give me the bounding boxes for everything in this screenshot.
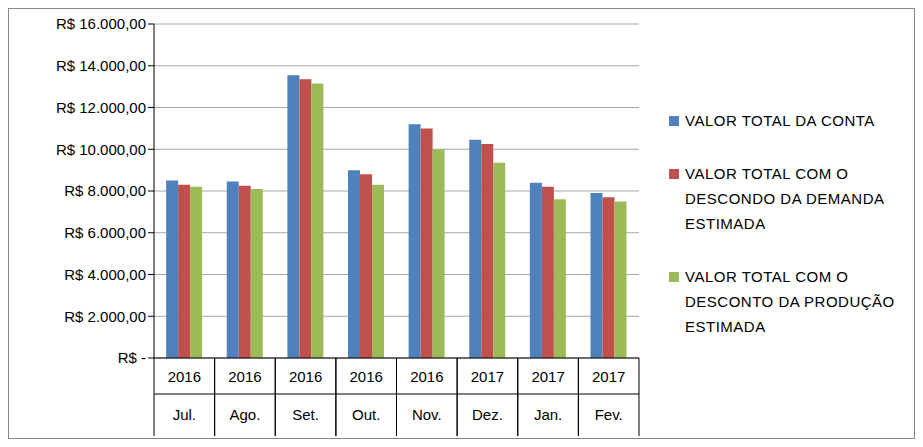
svg-text:R$ 2.000,00: R$ 2.000,00 [64,308,146,325]
html-text:VALOR TOTAL COM O DESCONDO DA: VALOR TOTAL COM O DESCONDO DA DEMANDA ES… [685,165,884,232]
svg-text:R$ 12.000,00: R$ 12.000,00 [56,99,146,116]
svg-text:R$ 8.000,00: R$ 8.000,00 [64,182,146,199]
svg-text:2016: 2016 [350,368,383,385]
svg-text:R$ 4.000,00: R$ 4.000,00 [64,266,146,283]
svg-text:Fev.: Fev. [595,406,623,423]
html-text:VALOR TOTAL DA CONTA: VALOR TOTAL DA CONTA [685,112,875,129]
svg-text:2017: 2017 [592,368,625,385]
svg-text:R$ 16.000,00: R$ 16.000,00 [56,15,146,32]
html-text:VALOR TOTAL COM O DESCONTO DA: VALOR TOTAL COM O DESCONTO DA PRODUÇÃO E… [685,268,895,335]
svg-text:Jul.: Jul. [173,406,196,423]
svg-text:2016: 2016 [410,368,443,385]
svg-text:Dez.: Dez. [472,406,503,423]
svg-text:2017: 2017 [471,368,504,385]
svg-text:Jan.: Jan. [534,406,562,423]
svg-text:Nov.: Nov. [412,406,442,423]
svg-text:Out.: Out. [352,406,380,423]
svg-text:R$ 14.000,00: R$ 14.000,00 [56,57,146,74]
svg-text:2016: 2016 [289,368,322,385]
svg-text:Set.: Set. [292,406,319,423]
svg-text:2016: 2016 [228,368,261,385]
svg-text:R$ 10.000,00: R$ 10.000,00 [56,141,146,158]
svg-text:2017: 2017 [531,368,564,385]
svg-text:R$ -: R$ - [118,349,146,366]
svg-text:Ago.: Ago. [230,406,261,423]
svg-text:R$ 6.000,00: R$ 6.000,00 [64,224,146,241]
svg-text:2016: 2016 [168,368,201,385]
